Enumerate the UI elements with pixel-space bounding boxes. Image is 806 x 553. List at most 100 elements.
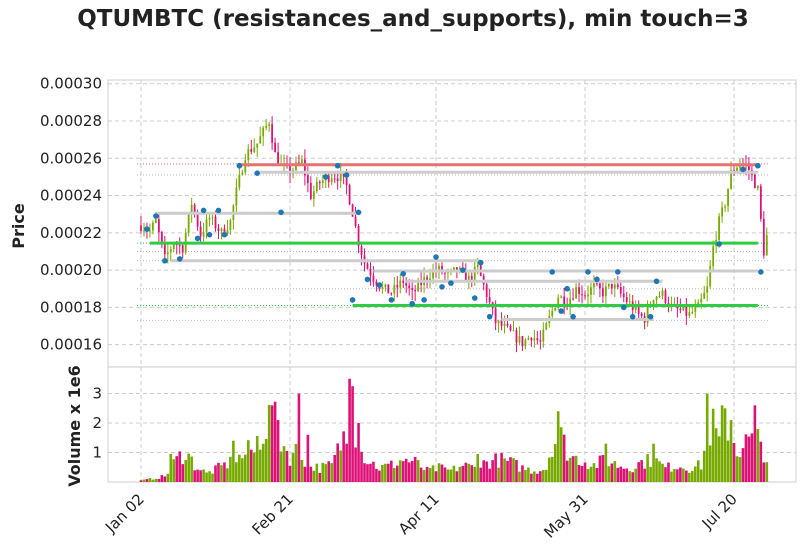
volume-bar <box>673 468 676 482</box>
candle-body <box>748 165 750 170</box>
candle-body <box>241 172 244 175</box>
volume-bar <box>628 471 632 482</box>
candle-body <box>515 330 518 343</box>
volume-bar <box>577 465 581 482</box>
candle-body <box>163 243 166 255</box>
candle-body <box>619 287 622 294</box>
volume-bar <box>503 458 506 482</box>
candle-body <box>149 230 151 232</box>
candle-body <box>187 213 190 233</box>
candle-body <box>250 149 253 152</box>
volume-bar <box>717 436 721 482</box>
candle-body <box>593 283 595 288</box>
volume-bar <box>261 443 265 482</box>
candle-body <box>429 278 431 281</box>
candle-body <box>399 280 402 288</box>
volume-bar <box>282 446 286 482</box>
candle-body <box>524 339 527 347</box>
volume-bar <box>276 420 280 482</box>
candle-body <box>646 306 649 323</box>
candle-body <box>759 186 762 219</box>
candle-body <box>655 296 658 301</box>
candle-body <box>199 226 202 237</box>
candle-body <box>658 296 661 298</box>
volume-bar <box>622 468 626 482</box>
candle-body <box>604 286 607 297</box>
candle-body <box>709 266 712 287</box>
volume-bar <box>249 449 253 482</box>
volume-bar <box>661 463 664 482</box>
volume-bar <box>488 468 491 482</box>
candle-body <box>542 329 545 342</box>
volume-bar <box>473 466 477 482</box>
candle-body <box>312 191 315 199</box>
candle-body <box>640 313 643 316</box>
volume-bar <box>634 468 637 482</box>
touch-point <box>355 209 362 216</box>
candle-body <box>354 216 357 227</box>
volume-bar <box>360 451 363 482</box>
volume-bar <box>202 469 205 482</box>
candle-body <box>348 185 351 205</box>
volume-bar <box>333 454 336 482</box>
candle-body <box>247 149 250 161</box>
volume-bar <box>586 468 590 482</box>
candle-body <box>336 178 339 182</box>
volume-bar <box>607 466 611 482</box>
volume-bar <box>393 468 396 482</box>
volume-bar <box>241 458 244 482</box>
candle-body <box>518 336 521 343</box>
volume-bar <box>175 456 179 482</box>
candle-body <box>706 286 709 293</box>
touch-point <box>620 304 627 311</box>
candle-body <box>214 216 217 229</box>
volume-tick-label: 1 <box>92 444 102 462</box>
candle-body <box>494 308 497 324</box>
volume-bar <box>440 464 444 482</box>
candle-body <box>405 282 408 286</box>
volume-bar <box>357 423 360 482</box>
volume-bar <box>479 467 483 482</box>
candle-body <box>360 246 363 256</box>
volume-bar <box>345 443 348 482</box>
volume-bar <box>762 462 766 482</box>
touch-point <box>162 257 168 264</box>
candle-body <box>190 204 193 214</box>
candle-body <box>384 284 387 288</box>
candle-body <box>381 287 384 289</box>
volume-bar <box>744 434 748 482</box>
candle-body <box>637 306 640 314</box>
volume-bar <box>291 453 295 482</box>
candle-body <box>235 187 238 206</box>
x-tick-label: Feb 21 <box>248 490 296 538</box>
candle-body <box>545 323 548 330</box>
volume-bar <box>562 434 566 482</box>
volume-bar <box>536 473 539 482</box>
volume-bar <box>652 443 655 482</box>
candle-body <box>509 325 512 331</box>
volume-bar <box>592 463 596 482</box>
volume-bar <box>407 462 411 482</box>
price-tick-label: 0.00018 <box>40 298 102 316</box>
volume-bar <box>339 450 342 482</box>
volume-bar <box>169 453 173 482</box>
touch-point <box>585 269 591 275</box>
candle-body <box>420 281 423 285</box>
candle-body <box>455 267 458 272</box>
volume-bar <box>667 462 670 482</box>
candle-body <box>727 188 729 207</box>
volume-bar <box>285 451 289 482</box>
candle-body <box>152 222 154 231</box>
candle-body <box>652 300 655 306</box>
candle-body <box>679 308 682 311</box>
volume-bar <box>172 459 176 482</box>
volume-bar <box>533 471 536 482</box>
candle-body <box>157 219 160 233</box>
volume-bar <box>387 463 390 482</box>
touch-point <box>647 313 654 320</box>
touch-point <box>215 207 222 214</box>
volume-bar <box>217 462 220 482</box>
touch-point <box>558 308 564 314</box>
volume-bar <box>693 466 697 482</box>
volume-bar <box>321 462 325 482</box>
